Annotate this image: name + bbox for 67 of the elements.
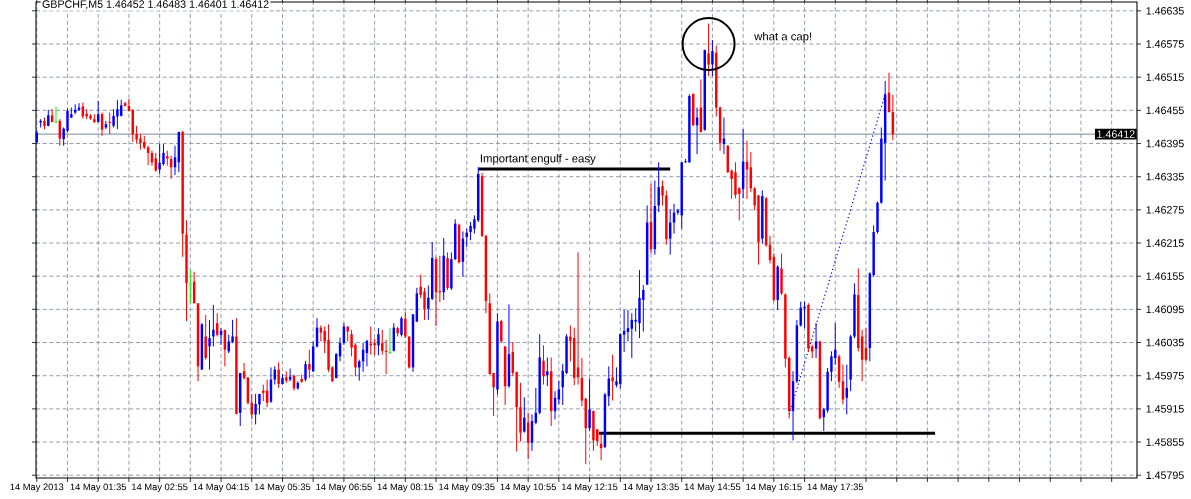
x-tick-label: 14 May 06:55 [316,483,372,493]
y-tick-label: 1.45975 [1146,371,1184,380]
candlestick [212,304,215,347]
candlestick [423,287,426,321]
x-tick-label: 14 May 05:35 [254,483,311,493]
chart-title: GBPCHF,M5 1.46452 1.46483 1.46401 1.46412 [42,0,269,10]
candlestick [158,143,161,175]
candlestick [404,311,407,339]
candlestick [542,344,545,386]
x-tick-label: 14 May 12:15 [562,483,618,493]
ref-line-label: 1.46412 [1097,130,1135,138]
y-tick-label: 1.46455 [1146,106,1184,115]
candlestick [588,377,591,432]
candlestick [611,354,614,402]
annotation: Important engulf - easy [480,154,596,165]
candlestick [523,396,526,434]
candlestick [642,284,645,332]
x-tick-label: 14 May 08:15 [377,483,434,493]
candlestick [54,105,58,124]
x-tick-label: 14 May 10:55 [500,483,557,493]
y-tick-label: 1.46335 [1146,172,1184,181]
x-tick-label: 14 May 16:15 [746,483,802,493]
candlestick [254,393,257,425]
y-tick-label: 1.46395 [1146,139,1184,148]
candlestick [707,23,710,77]
candlestick [711,39,714,77]
y-tick-label: 1.46215 [1146,239,1184,247]
x-tick-label: 14 May 02:55 [132,483,188,493]
y-tick-label: 1.45915 [1146,405,1184,413]
candlestick [546,356,549,387]
y-tick-label: 1.46035 [1146,338,1184,347]
candlestick [116,99,119,130]
x-tick-label: 14 May 2013 [10,483,64,493]
candlestick [657,161,660,213]
candlestick [500,319,503,344]
candlestick [162,143,165,167]
y-tick-label: 1.46155 [1146,272,1184,280]
candlestick [661,180,664,206]
x-tick-label: 14 May 01:35 [70,483,127,493]
y-tick-label: 1.46515 [1146,73,1184,81]
y-tick-label: 1.46575 [1146,40,1184,48]
annotation: what a cap! [754,32,812,43]
candlestick [734,161,737,199]
candlestick [277,361,280,389]
candlestick [377,327,380,356]
x-tick-label: 14 May 17:35 [807,483,864,493]
candlestick [400,316,403,337]
y-tick-label: 1.46095 [1146,305,1184,314]
y-tick-label: 1.46275 [1146,206,1184,214]
x-tick-label: 14 May 13:35 [623,483,679,493]
candlestick [308,349,311,379]
candlestick [304,360,307,382]
candlestick [388,327,392,355]
candlestick [469,221,472,241]
candlestick [227,334,230,354]
candlestick [108,112,111,135]
y-tick-label: 1.46635 [1146,7,1184,15]
x-tick-label: 14 May 14:55 [684,483,741,492]
y-tick-label: 1.45855 [1146,438,1184,446]
candlestick [204,314,207,361]
x-tick-label: 14 May 04:15 [193,483,249,493]
y-tick-label: 1.45795 [1146,471,1184,479]
candlestick [208,319,211,371]
candlestick [830,350,833,382]
candlestick [188,269,193,304]
x-tick-label: 14 May 09:35 [439,483,495,493]
candlestick [112,108,115,128]
